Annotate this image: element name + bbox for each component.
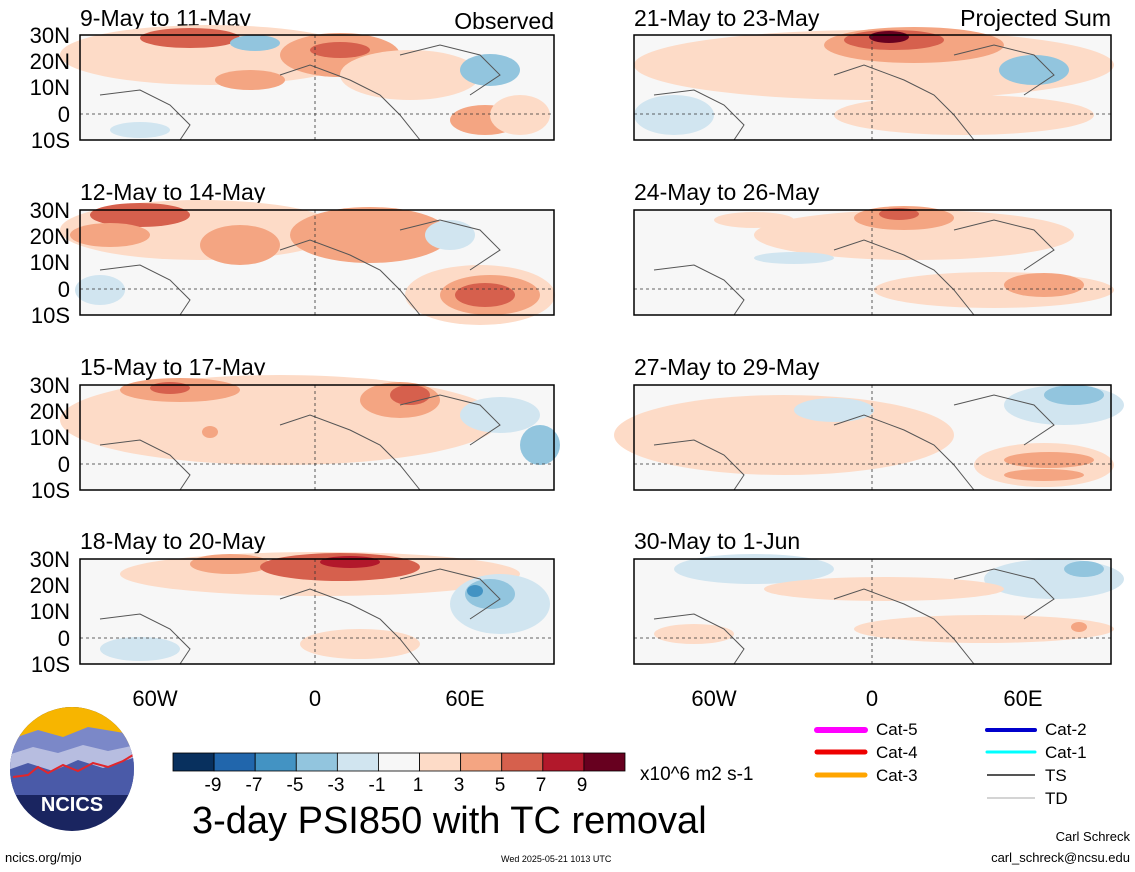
- colorbar-cell: [295, 752, 338, 772]
- panel-title: 18-May to 20-May: [80, 528, 266, 554]
- lon-label: 60W: [691, 686, 737, 711]
- panel-tag: Projected Sum: [960, 5, 1111, 31]
- legend-line-cat4: [814, 749, 868, 755]
- lon-label: 0: [308, 686, 322, 711]
- colorbar-cell: [419, 752, 462, 772]
- legend-line-td: [987, 797, 1035, 799]
- colorbar-tick: -9: [204, 775, 222, 796]
- map-panel: [60, 25, 555, 141]
- ncics-logo: NCICS: [10, 707, 134, 831]
- colorbar-tick: 5: [494, 775, 506, 796]
- main-title: 3-day PSI850 with TC removal: [192, 800, 707, 842]
- colorbar-cell: [213, 752, 256, 772]
- lon-label: 60E: [445, 686, 485, 711]
- legend-line-cat5: [814, 727, 868, 733]
- map-panel: [633, 27, 1114, 141]
- panel-title: 15-May to 17-May: [80, 354, 266, 380]
- lat-label: 20N: [29, 573, 70, 598]
- colorbar-tick: 9: [576, 775, 588, 796]
- legend-label-cat4: Cat-4: [876, 743, 918, 762]
- map-panel: [60, 200, 555, 325]
- lat-label: 30N: [29, 547, 70, 572]
- lat-label: 20N: [29, 399, 70, 424]
- colorbar-tick: -3: [327, 775, 345, 796]
- legend-line-cat1: [985, 750, 1037, 754]
- colorbar-tick: 3: [453, 775, 465, 796]
- colorbar-units: x10^6 m2 s-1: [640, 764, 754, 785]
- legend-label-cat3: Cat-3: [876, 766, 918, 785]
- panel-tag: Observed: [454, 8, 554, 34]
- lon-label: 60E: [1003, 686, 1043, 711]
- lat-label: 10S: [30, 303, 70, 328]
- lat-label: 10N: [29, 599, 70, 624]
- map-panel: [614, 384, 1124, 491]
- map-panel: [633, 554, 1124, 665]
- colorbar-cell: [460, 752, 503, 772]
- lat-label: 10S: [30, 652, 70, 677]
- colorbar-tick: 1: [412, 775, 424, 796]
- credit-name: Carl Schreck: [1055, 829, 1130, 844]
- panel-title: 24-May to 26-May: [634, 179, 820, 205]
- panel-title: 21-May to 23-May: [634, 5, 820, 31]
- lat-label: 30N: [29, 373, 70, 398]
- legend-label-ts: TS: [1045, 766, 1067, 785]
- panel-title: 9-May to 11-May: [80, 5, 251, 31]
- lat-label: 0: [57, 626, 70, 651]
- colorbar-cell: [254, 752, 297, 772]
- colorbar-tick: 7: [535, 775, 547, 796]
- logo-text: NCICS: [41, 794, 103, 816]
- legend-label-cat1: Cat-1: [1045, 743, 1087, 762]
- map-panel: [633, 206, 1114, 316]
- panel-title: 12-May to 14-May: [80, 179, 266, 205]
- credit-email: carl_schreck@ncsu.edu: [991, 850, 1130, 865]
- lat-label: 10S: [30, 128, 70, 153]
- panel-title: 27-May to 29-May: [634, 354, 820, 380]
- colorbar-cell: [172, 752, 215, 772]
- legend-label-td: TD: [1045, 789, 1068, 808]
- legend-line-ts: [987, 774, 1035, 776]
- legend-label-cat2: Cat-2: [1045, 720, 1087, 739]
- legend-line-cat3: [814, 772, 868, 778]
- lon-label: 60W: [132, 686, 178, 711]
- panel-title: 30-May to 1-Jun: [634, 528, 801, 554]
- lat-label: 0: [57, 452, 70, 477]
- map-panel: [60, 375, 560, 491]
- colorbar-tick: -5: [286, 775, 304, 796]
- map-panel: [79, 552, 555, 665]
- colorbar-tick: -7: [245, 775, 263, 796]
- lat-label: 10N: [29, 425, 70, 450]
- lat-label: 10N: [29, 75, 70, 100]
- colorbar-cell: [583, 752, 626, 772]
- colorbar-cell: [378, 752, 420, 772]
- legend-line-cat2: [985, 728, 1037, 732]
- colorbar-cell: [336, 752, 379, 772]
- legend-label-cat5: Cat-5: [876, 720, 918, 739]
- lat-label: 0: [57, 277, 70, 302]
- lat-label: 20N: [29, 224, 70, 249]
- lon-label: 0: [865, 686, 879, 711]
- lat-label: 30N: [29, 23, 70, 48]
- colorbar: [172, 752, 626, 772]
- lat-label: 10N: [29, 250, 70, 275]
- source-url[interactable]: ncics.org/mjo: [5, 850, 82, 865]
- timestamp: Wed 2025-05-21 1013 UTC: [501, 854, 612, 864]
- lat-label: 30N: [29, 198, 70, 223]
- colorbar-cell: [542, 752, 585, 772]
- lat-label: 20N: [29, 49, 70, 74]
- lat-label: 10S: [30, 478, 70, 503]
- lat-label: 0: [57, 102, 70, 127]
- colorbar-cell: [501, 752, 544, 772]
- colorbar-tick: -1: [368, 775, 386, 796]
